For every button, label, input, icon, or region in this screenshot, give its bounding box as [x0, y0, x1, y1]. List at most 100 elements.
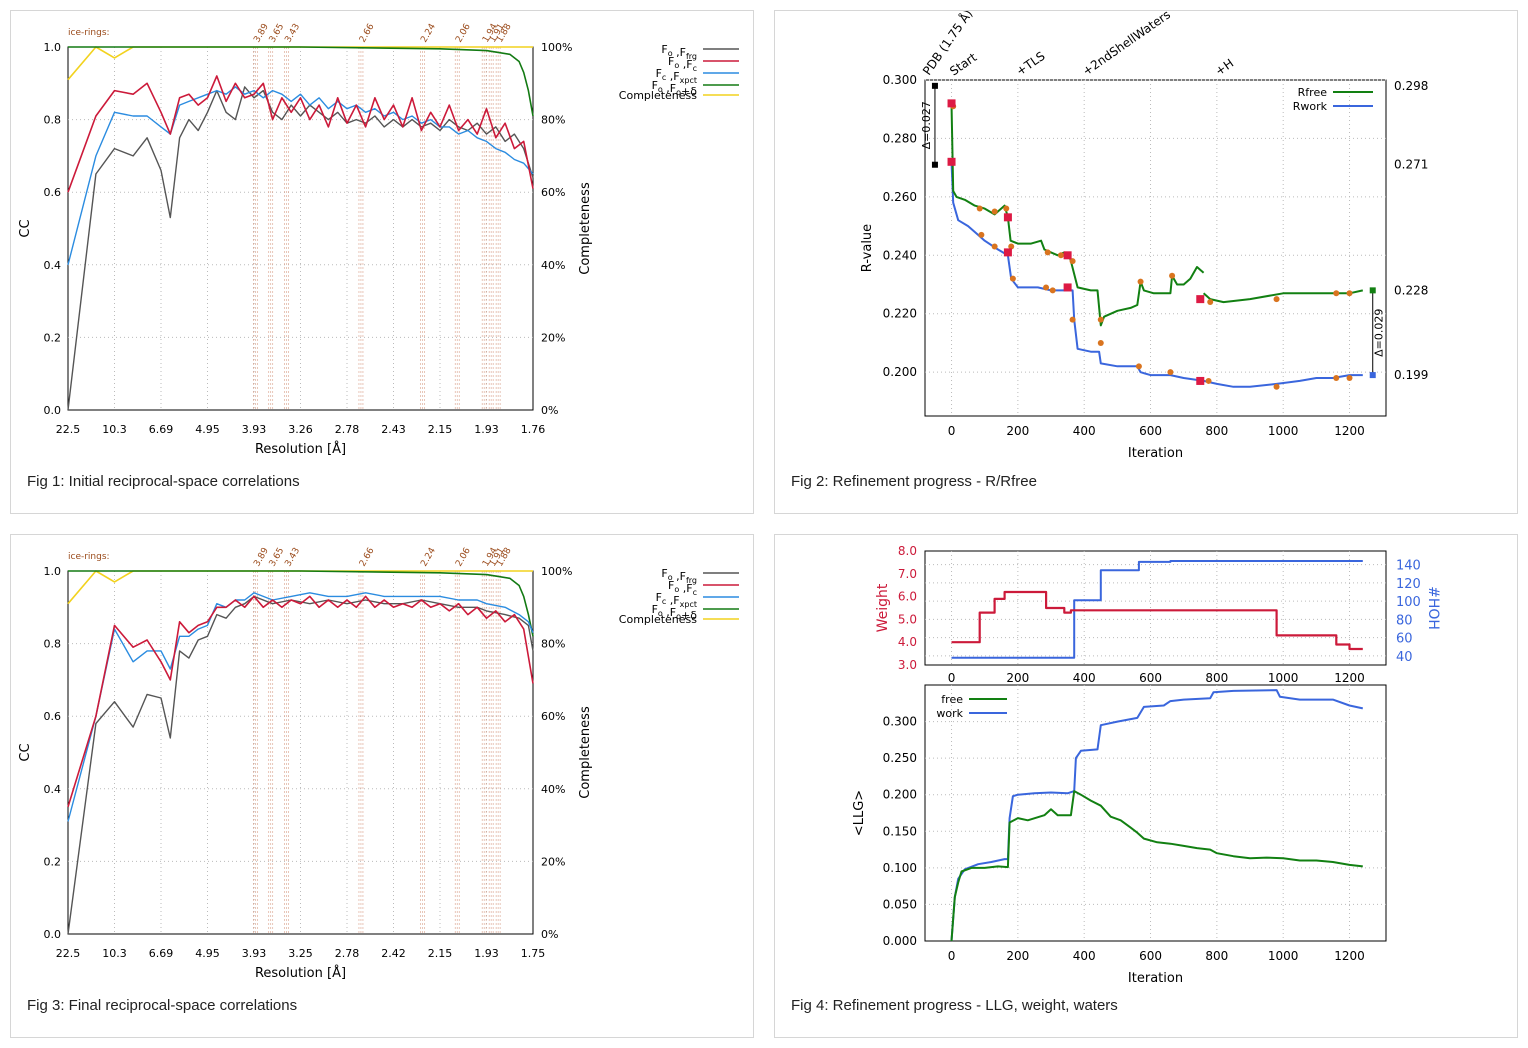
x-tick-label: 200 [1006, 671, 1029, 685]
y-tick-label: 0.0 [44, 928, 62, 941]
x-tick-label: 1200 [1334, 671, 1365, 685]
legend-label-fcfxpct: Fc ,Fxpct [656, 591, 697, 609]
x-tick-label: 400 [1073, 424, 1096, 438]
legend-label-fcfxpct: Fc ,Fxpct [656, 67, 697, 85]
legend-label-rwork: Rwork [1293, 100, 1328, 113]
y-tick-label: 0.6 [44, 186, 62, 199]
step-marker [976, 205, 983, 212]
x-tick-label: 1.76 [521, 423, 546, 436]
ice-ring-label: 3.43 [283, 546, 302, 568]
y-tick-label: 1.0 [44, 565, 62, 578]
y2-axis-label: Completeness [578, 706, 593, 799]
y-tick-label: 0.150 [883, 824, 917, 838]
x-tick-label: 3.26 [288, 423, 313, 436]
step-marker [1097, 316, 1104, 323]
step-marker [1043, 284, 1050, 291]
hoh-tick-label: 40 [1396, 650, 1413, 665]
legend-label-fofrg: Fo ,Ffrg [661, 567, 697, 585]
y2-tick-label: 0.199 [1394, 368, 1428, 382]
step-marker [1044, 249, 1051, 256]
x-tick-label: 4.95 [195, 947, 220, 960]
x-tick-label: 1000 [1268, 424, 1299, 438]
x-tick-label: 2.42 [381, 947, 406, 960]
ice-rings-label: ice-rings: [68, 552, 110, 562]
x-axis-label: Resolution [Å] [255, 965, 346, 981]
y-tick-label: 0.300 [883, 73, 917, 87]
ice-ring-label: 3.65 [268, 22, 287, 44]
free-line [950, 790, 1363, 942]
step-marker [1167, 369, 1174, 376]
stage-marker [1003, 213, 1012, 222]
step-marker [1137, 278, 1144, 285]
y-tick-label: 0.220 [883, 307, 917, 321]
x-tick-label: 800 [1205, 949, 1228, 963]
hoh-tick-label: 60 [1396, 632, 1413, 647]
legend-label-fofc: Fo ,Fc [668, 55, 697, 73]
y-axis-label: CC [18, 743, 33, 761]
y2-tick-label: 0.271 [1394, 158, 1428, 172]
stage-marker [947, 157, 956, 166]
y2-tick-label: 0% [541, 404, 558, 417]
step-marker [991, 208, 998, 215]
stage-marker [1196, 376, 1205, 385]
x-tick-label: 6.69 [149, 947, 174, 960]
step-marker [1333, 290, 1340, 297]
weight-tick-label: 8.0 [898, 544, 917, 558]
step-marker [1273, 296, 1280, 303]
ice-ring-label: 3.89 [252, 546, 271, 569]
final-point [1369, 372, 1376, 379]
x-tick-label: 1200 [1334, 949, 1365, 963]
x-tick-label: 800 [1205, 671, 1228, 685]
rfree-line [950, 103, 1205, 327]
step-marker [1169, 272, 1176, 279]
step-marker [1097, 339, 1104, 346]
y2-axis-label: Completeness [578, 182, 593, 275]
x-tick-label: 200 [1006, 424, 1029, 438]
fig1-panel: 22.5 10.3 6.69 4.95 3.93 3.26 2.78 2.43 2.15 1.93… [10, 10, 754, 514]
x-axis-label: Iteration [1128, 446, 1183, 461]
fcfxpct-line [67, 86, 534, 265]
hoh-tick-label: 140 [1396, 559, 1421, 574]
y2-tick-label: 40% [541, 259, 565, 272]
x-tick-label: 1000 [1268, 949, 1299, 963]
y2-tick-label: 20% [541, 331, 565, 344]
step-marker [1135, 363, 1142, 370]
y2-tick-label: 60% [541, 186, 565, 199]
stage-marker [1003, 248, 1012, 257]
delta-right-label: Δ=0.029 [1373, 309, 1386, 357]
x-tick-label: 22.5 [56, 423, 81, 436]
y-tick-label: 0.0 [44, 404, 62, 417]
legend-label-fofc: Fo ,Fc [668, 579, 697, 597]
x-tick-label: 600 [1139, 671, 1162, 685]
x-tick-label: 1000 [1268, 671, 1299, 685]
x-tick-label: 1.93 [474, 947, 499, 960]
y-tick-label: 1.0 [44, 41, 62, 54]
ice-ring-label: 3.89 [252, 22, 271, 45]
y2-tick-label: 80% [541, 638, 565, 651]
legend-label-fofrg: Fo ,Ffrg [661, 43, 697, 61]
legend-label-fofod: Fo ,Fo+δ [652, 79, 698, 98]
y-tick-label: 0.100 [883, 861, 917, 875]
weight-line [951, 590, 1363, 651]
x-tick-label: 600 [1139, 949, 1162, 963]
x-tick-label: 2.78 [335, 947, 360, 960]
rfree-line [1202, 289, 1364, 304]
x-tick-label: 0 [948, 949, 956, 963]
legend-label-fofod: Fo ,Fo+δ [652, 603, 698, 622]
stage-label: Start [947, 50, 979, 78]
x-tick-label: 1.93 [474, 423, 499, 436]
fig2-panel: 0 200 400 600 800 1000 1200 0.200 0.220 0.240 0.26… [774, 10, 1518, 514]
hoh-tick-label: 120 [1396, 577, 1421, 592]
x-tick-label: 6.69 [149, 423, 174, 436]
fig1-caption: Fig 1: Initial reciprocal-space correlat… [27, 473, 300, 490]
ice-ring-label: 2.24 [419, 546, 438, 569]
step-marker [1003, 205, 1010, 212]
pdb-point [931, 161, 938, 168]
weight-tick-label: 3.0 [898, 658, 917, 672]
fofc-line [67, 75, 534, 193]
y-tick-label: 0.2 [44, 331, 62, 344]
y2-tick-label: 60% [541, 710, 565, 723]
stage-marker [1063, 251, 1072, 260]
fig2-chart: 0 200 400 600 800 1000 1200 0.200 0.220 0.240 0.26… [860, 11, 1428, 461]
legend-label-free: free [941, 693, 963, 706]
